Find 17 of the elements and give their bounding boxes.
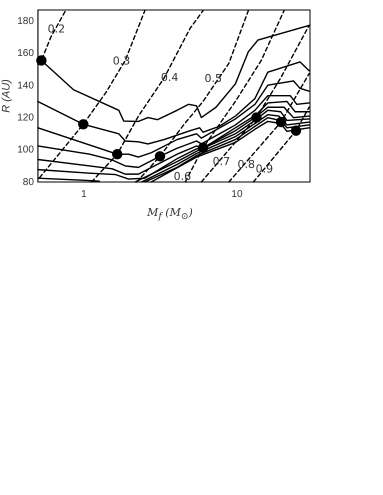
y-tick-label: 180 xyxy=(17,16,34,27)
y-tick-label: 160 xyxy=(17,48,34,60)
annotation: 0.8 xyxy=(238,158,256,171)
y-tick-label: 140 xyxy=(17,80,34,92)
y-tick-label: 100 xyxy=(17,144,34,156)
annotation: 0.9 xyxy=(256,162,274,176)
x-tick-label: 10 xyxy=(231,188,243,200)
annotation: 0.6 xyxy=(174,170,192,184)
y-tick-label: 80 xyxy=(22,176,34,188)
annotation: 0.2 xyxy=(48,22,66,36)
annotation: 0.7 xyxy=(212,155,230,168)
y-axis-title: R (AU) xyxy=(0,78,13,113)
annotation: 0.5 xyxy=(204,72,222,85)
x-axis-title: M$_{f}$ (M$_{⊙}$) xyxy=(147,206,193,222)
y-tick-label: 120 xyxy=(17,112,34,124)
annotation: 0.3 xyxy=(112,54,130,68)
x-tick-label: 1 xyxy=(81,188,88,200)
